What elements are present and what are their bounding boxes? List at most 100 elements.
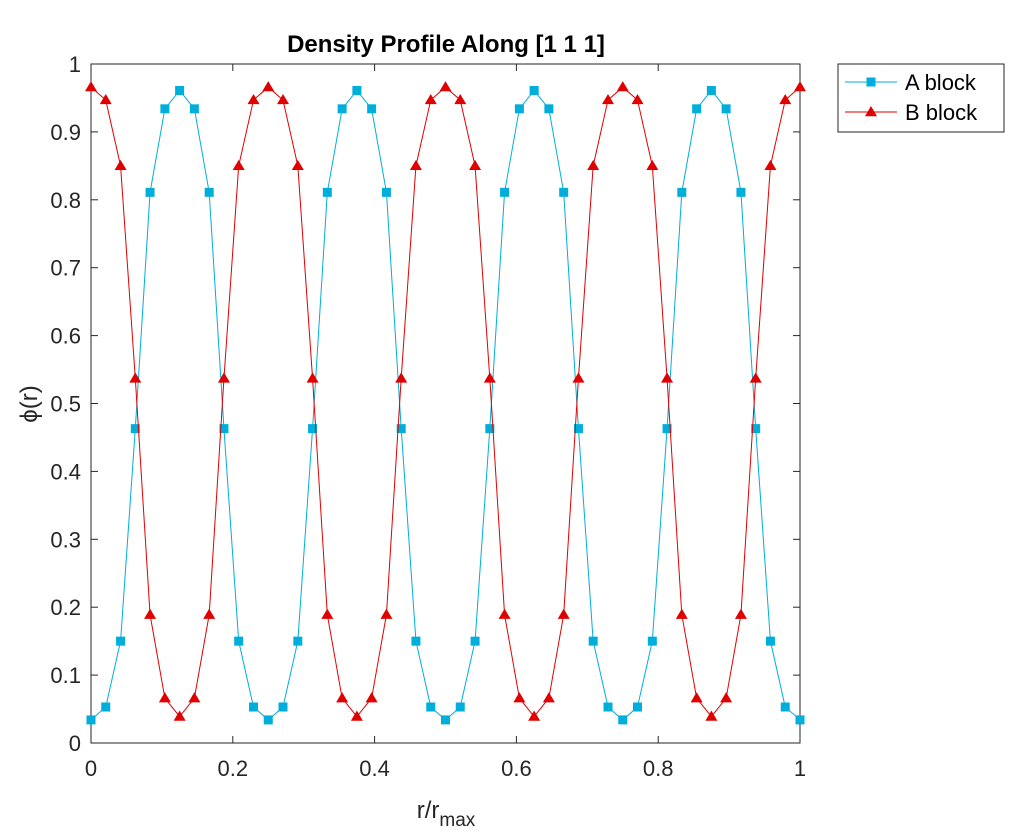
data-point-b-block [616, 81, 629, 92]
data-point-b-block [144, 608, 157, 619]
plot-area [90, 63, 801, 744]
data-point-b-block [587, 159, 600, 171]
data-point-b-block [749, 372, 762, 383]
data-point-b-block [631, 93, 644, 105]
data-point-a-block [293, 636, 303, 646]
y-tick-label: 0.7 [50, 256, 81, 281]
data-point-a-block [544, 104, 554, 114]
data-point-a-block [219, 424, 229, 434]
data-point-b-block [454, 93, 467, 105]
data-point-b-block [188, 692, 201, 703]
data-point-a-block [441, 715, 450, 725]
data-point-a-block [86, 715, 96, 725]
y-tick-label: 0.6 [50, 324, 81, 349]
data-point-a-block [101, 702, 111, 712]
x-tick-label: 0.6 [501, 756, 532, 781]
y-tick-label: 0.4 [50, 459, 81, 484]
data-point-a-block [485, 424, 495, 434]
data-point-b-block [720, 692, 733, 703]
y-tick-label: 0.5 [50, 392, 81, 417]
data-point-b-block [85, 81, 97, 92]
legend-item-b-block: B block [845, 100, 978, 125]
data-point-b-block [99, 93, 112, 105]
data-point-a-block [426, 702, 436, 712]
data-point-a-block [618, 715, 628, 725]
y-tick-label: 1 [69, 52, 81, 77]
data-point-b-block [336, 692, 349, 703]
data-point-b-block [557, 608, 570, 619]
x-tick-label: 0.2 [218, 756, 249, 781]
data-point-b-block [734, 608, 747, 619]
data-point-b-block [350, 710, 363, 721]
data-point-a-block [677, 187, 687, 197]
legend-item-a-block: A block [845, 70, 977, 95]
series-a-block [86, 85, 805, 725]
data-point-b-block [675, 608, 688, 619]
legend-box [837, 63, 1005, 133]
data-point-a-block [411, 636, 421, 646]
data-point-a-block [529, 85, 539, 95]
data-point-a-block [278, 702, 288, 712]
data-point-b-block [203, 608, 216, 619]
data-point-a-block [234, 636, 244, 646]
data-point-b-block [380, 608, 393, 619]
data-point-a-block [780, 702, 790, 712]
data-point-a-block [396, 424, 406, 434]
data-point-b-block [173, 710, 186, 721]
data-point-a-block [249, 702, 259, 712]
data-point-b-block [424, 93, 437, 105]
data-point-a-block [308, 424, 318, 434]
data-point-a-block [662, 424, 672, 434]
legend-marker [865, 106, 877, 117]
legend: A block B block [837, 63, 1005, 133]
data-point-b-block [365, 692, 378, 703]
data-point-b-block [513, 692, 526, 703]
y-tick-label: 0.1 [50, 663, 81, 688]
data-point-b-block [646, 159, 659, 171]
data-point-b-block [661, 372, 674, 383]
data-point-b-block [602, 93, 615, 105]
data-point-b-block [705, 710, 718, 721]
data-point-b-block [247, 93, 260, 105]
data-point-a-block [352, 85, 362, 95]
data-point-a-block [706, 85, 716, 95]
x-axis-label: r/rmax [417, 797, 476, 831]
data-point-a-block [175, 85, 185, 95]
data-point-b-block [291, 159, 304, 171]
chart-title: Density Profile Along [1 1 1] [287, 31, 605, 58]
data-point-a-block [322, 187, 332, 197]
data-point-b-block [498, 608, 511, 619]
data-point-a-block [632, 702, 642, 712]
x-axis-label-main: r/r [417, 797, 440, 824]
x-tick-label: 0.8 [643, 756, 674, 781]
data-point-b-block [158, 692, 171, 703]
data-point-a-block [470, 636, 480, 646]
data-point-a-block [145, 187, 155, 197]
data-point-b-block [395, 372, 408, 383]
data-point-b-block [232, 159, 245, 171]
data-point-b-block [439, 81, 452, 92]
x-tick-label: 0 [85, 756, 97, 781]
data-point-b-block [217, 372, 230, 383]
legend-label: A block [905, 70, 977, 95]
data-point-b-block [572, 372, 585, 383]
data-point-b-block [321, 608, 334, 619]
axis-ticks: 0 0.2 0.4 0.6 0.8 1 0 0.1 0.2 0.3 0.4 0.5 0.6 0.7 0.8 0… [50, 52, 806, 781]
data-point-a-block [736, 187, 746, 197]
data-point-b-block [794, 81, 806, 92]
x-tick-label: 1 [794, 756, 806, 781]
x-axis-label-subscript: max [439, 810, 475, 831]
data-point-a-block [204, 187, 214, 197]
data-point-b-block [114, 159, 127, 171]
data-point-a-block [647, 636, 657, 646]
data-point-b-block [690, 692, 703, 703]
data-point-a-block [692, 104, 702, 114]
x-tick-label: 0.4 [359, 756, 390, 781]
data-point-a-block [514, 104, 524, 114]
data-point-a-block [573, 424, 583, 434]
data-point-b-block [306, 372, 319, 383]
data-point-b-block [409, 159, 422, 171]
data-point-a-block [765, 636, 775, 646]
y-tick-label: 0.2 [50, 595, 81, 620]
